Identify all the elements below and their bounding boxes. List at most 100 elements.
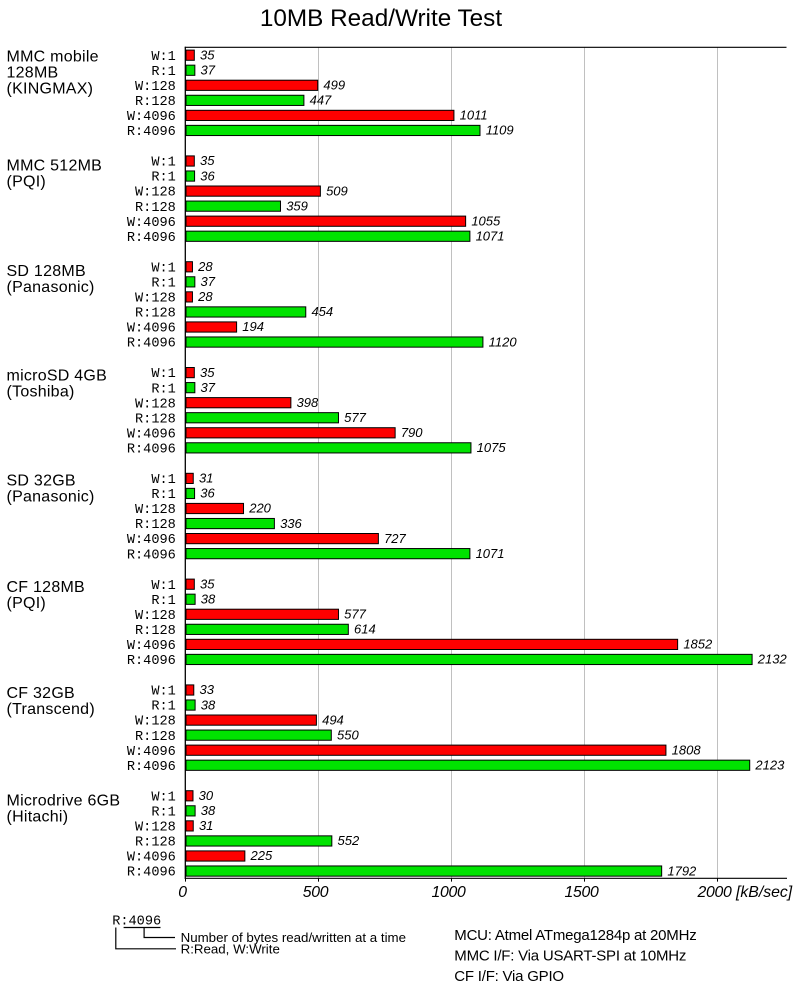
- svg-text:30: 30: [199, 788, 214, 803]
- svg-text:[kB/sec]: [kB/sec]: [735, 884, 793, 901]
- svg-text:1071: 1071: [476, 546, 505, 561]
- svg-text:509: 509: [326, 183, 348, 198]
- svg-text:31: 31: [199, 471, 213, 486]
- svg-text:CF I/F: Via GPIO: CF I/F: Via GPIO: [454, 968, 564, 985]
- svg-text:2132: 2132: [757, 652, 788, 667]
- svg-text:(Hitachi): (Hitachi): [7, 809, 69, 826]
- svg-text:220: 220: [248, 501, 271, 516]
- svg-text:128MB: 128MB: [7, 65, 59, 82]
- svg-text:R:1: R:1: [151, 171, 175, 186]
- svg-text:R:128: R:128: [135, 624, 176, 639]
- svg-text:499: 499: [323, 78, 345, 93]
- svg-text:R:4096: R:4096: [127, 548, 176, 563]
- svg-text:MMC 512MB: MMC 512MB: [7, 158, 103, 175]
- svg-text:454: 454: [311, 304, 333, 319]
- svg-text:28: 28: [197, 259, 213, 274]
- svg-text:550: 550: [337, 727, 359, 742]
- svg-text:W:4096: W:4096: [127, 851, 176, 866]
- svg-text:R:4096: R:4096: [112, 915, 161, 930]
- svg-text:R:1: R:1: [151, 700, 175, 715]
- svg-text:727: 727: [384, 531, 406, 546]
- svg-text:R:Read, W:Write: R:Read, W:Write: [181, 942, 280, 957]
- svg-text:R:4096: R:4096: [127, 337, 176, 352]
- svg-text:MCU: Atmel ATmega1284p at 20MH: MCU: Atmel ATmega1284p at 20MHz: [454, 927, 696, 944]
- svg-text:R:128: R:128: [135, 412, 176, 427]
- svg-text:28: 28: [197, 289, 213, 304]
- svg-text:W:4096: W:4096: [127, 427, 176, 442]
- svg-text:614: 614: [354, 622, 376, 637]
- svg-text:1071: 1071: [476, 228, 505, 243]
- svg-text:35: 35: [200, 365, 215, 380]
- svg-text:R:1: R:1: [151, 65, 175, 80]
- svg-text:SD 128MB: SD 128MB: [7, 263, 86, 280]
- svg-text:225: 225: [250, 848, 273, 863]
- svg-text:R:128: R:128: [135, 518, 176, 533]
- svg-text:R:4096: R:4096: [127, 125, 176, 140]
- svg-text:194: 194: [242, 319, 264, 334]
- svg-text:W:1: W:1: [151, 685, 175, 700]
- svg-text:W:128: W:128: [135, 186, 176, 201]
- svg-text:R:1: R:1: [151, 805, 175, 820]
- svg-text:microSD 4GB: microSD 4GB: [7, 367, 108, 384]
- svg-text:1075: 1075: [477, 440, 507, 455]
- svg-text:790: 790: [401, 425, 423, 440]
- svg-text:447: 447: [310, 93, 332, 108]
- svg-text:W:4096: W:4096: [127, 639, 176, 654]
- svg-text:577: 577: [344, 410, 366, 425]
- svg-text:W:1: W:1: [151, 367, 175, 382]
- svg-text:36: 36: [200, 486, 215, 501]
- svg-text:W:1: W:1: [151, 579, 175, 594]
- svg-text:359: 359: [286, 198, 308, 213]
- svg-text:SD 32GB: SD 32GB: [7, 473, 76, 490]
- svg-text:10MB Read/Write Test: 10MB Read/Write Test: [260, 5, 502, 32]
- svg-text:W:128: W:128: [135, 80, 176, 95]
- svg-text:38: 38: [201, 803, 216, 818]
- svg-text:CF 128MB: CF 128MB: [7, 579, 85, 596]
- svg-text:38: 38: [201, 591, 216, 606]
- svg-text:CF 32GB: CF 32GB: [7, 685, 75, 702]
- svg-text:W:4096: W:4096: [127, 110, 176, 125]
- svg-text:552: 552: [338, 833, 360, 848]
- svg-text:(Panasonic): (Panasonic): [7, 489, 95, 506]
- svg-text:(Panasonic): (Panasonic): [7, 279, 95, 296]
- svg-text:W:128: W:128: [135, 609, 176, 624]
- svg-text:35: 35: [200, 576, 215, 591]
- svg-text:35: 35: [200, 47, 215, 62]
- svg-text:W:128: W:128: [135, 292, 176, 307]
- svg-text:Number of bytes read/written a: Number of bytes read/written at a time: [181, 930, 406, 945]
- svg-text:1055: 1055: [471, 213, 501, 228]
- svg-text:R:4096: R:4096: [127, 760, 176, 775]
- svg-text:31: 31: [199, 818, 213, 833]
- svg-text:R:4096: R:4096: [127, 442, 176, 457]
- svg-text:Microdrive 6GB: Microdrive 6GB: [7, 793, 121, 810]
- svg-text:R:4096: R:4096: [127, 654, 176, 669]
- svg-text:W:4096: W:4096: [127, 322, 176, 337]
- svg-text:W:1: W:1: [151, 50, 175, 65]
- svg-text:W:1: W:1: [151, 473, 175, 488]
- svg-text:R:128: R:128: [135, 201, 176, 216]
- svg-text:1852: 1852: [683, 637, 713, 652]
- svg-text:W:4096: W:4096: [127, 216, 176, 231]
- svg-text:494: 494: [322, 712, 344, 727]
- svg-text:33: 33: [199, 682, 214, 697]
- svg-text:1000: 1000: [432, 884, 466, 901]
- svg-text:2000: 2000: [697, 884, 732, 901]
- svg-text:38: 38: [201, 697, 216, 712]
- svg-text:1792: 1792: [667, 863, 697, 878]
- svg-text:(PQI): (PQI): [7, 595, 46, 612]
- svg-text:36: 36: [200, 168, 215, 183]
- svg-text:(PQI): (PQI): [7, 174, 46, 191]
- svg-text:MMC mobile: MMC mobile: [7, 49, 99, 66]
- svg-text:577: 577: [344, 607, 366, 622]
- svg-text:W:1: W:1: [151, 156, 175, 171]
- svg-text:R:1: R:1: [151, 276, 175, 291]
- svg-text:37: 37: [201, 62, 216, 77]
- svg-text:W:4096: W:4096: [127, 533, 176, 548]
- svg-text:W:128: W:128: [135, 715, 176, 730]
- svg-text:W:128: W:128: [135, 397, 176, 412]
- svg-text:398: 398: [297, 395, 319, 410]
- svg-text:R:4096: R:4096: [127, 866, 176, 881]
- svg-text:1808: 1808: [672, 742, 702, 757]
- svg-text:R:128: R:128: [135, 95, 176, 110]
- svg-text:W:1: W:1: [151, 261, 175, 276]
